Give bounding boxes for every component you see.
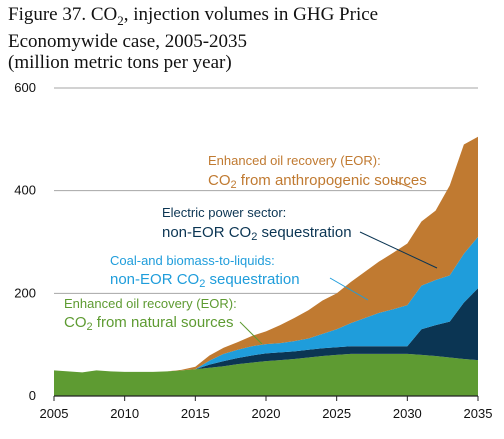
y-tick-label-200: 200 bbox=[14, 285, 36, 300]
title-line-2: Economywide case, 2005-2035 bbox=[8, 30, 248, 52]
annotation-anthropogenic-line1: Enhanced oil recovery (EOR): bbox=[208, 153, 381, 168]
x-tick-label-2035: 2035 bbox=[464, 406, 493, 421]
x-tick-label-2020: 2020 bbox=[252, 406, 281, 421]
x-tick-label-2005: 2005 bbox=[40, 406, 69, 421]
stacked-areas bbox=[54, 136, 478, 396]
annotation-electric-line2: non-EOR CO2 sequestration bbox=[162, 224, 352, 243]
y-tick-label-400: 400 bbox=[14, 183, 36, 198]
title-line-3: (million metric tons per year) bbox=[8, 51, 232, 73]
annotation-electric-line1: Electric power sector: bbox=[162, 205, 286, 220]
annotations: Enhanced oil recovery (EOR): CO2 from ant… bbox=[64, 153, 438, 345]
axes: 0 200 400 600 2005 2010 2015 2020 2025 2030 2035 bbox=[14, 80, 492, 421]
x-tick-label-2025: 2025 bbox=[322, 406, 351, 421]
annotation-natural-line2: CO2 from natural sources bbox=[64, 314, 234, 333]
annotation-natural-line1: Enhanced oil recovery (EOR): bbox=[64, 296, 237, 311]
title-line-1: Figure 37. CO2, injection volumes in GHG… bbox=[8, 4, 379, 28]
x-tick-label-2030: 2030 bbox=[393, 406, 422, 421]
x-tick-label-2015: 2015 bbox=[181, 406, 210, 421]
area-electric bbox=[54, 288, 478, 373]
chart-title: Figure 37. CO2, injection volumes in GHG… bbox=[8, 4, 498, 73]
area-anthropogenic bbox=[54, 136, 478, 373]
annotation-anthropogenic-line2: CO2 from anthropogenic sources bbox=[208, 172, 427, 191]
leader-line-anthropogenic bbox=[391, 179, 413, 189]
leader-line-coal_biomass bbox=[329, 277, 369, 301]
leader-line-natural bbox=[239, 321, 263, 345]
leader-line-electric bbox=[359, 231, 438, 269]
annotation-coal_biomass-line1: Coal-and biomass-to-liquids: bbox=[110, 253, 275, 268]
annotation-coal_biomass-line2: non-EOR CO2 sequestration bbox=[110, 271, 300, 290]
area-coal_biomass bbox=[54, 236, 478, 373]
area-natural bbox=[54, 353, 478, 396]
y-tick-label-0: 0 bbox=[29, 388, 36, 403]
y-tick-label-600: 600 bbox=[14, 80, 36, 95]
x-tick-label-2010: 2010 bbox=[110, 406, 139, 421]
